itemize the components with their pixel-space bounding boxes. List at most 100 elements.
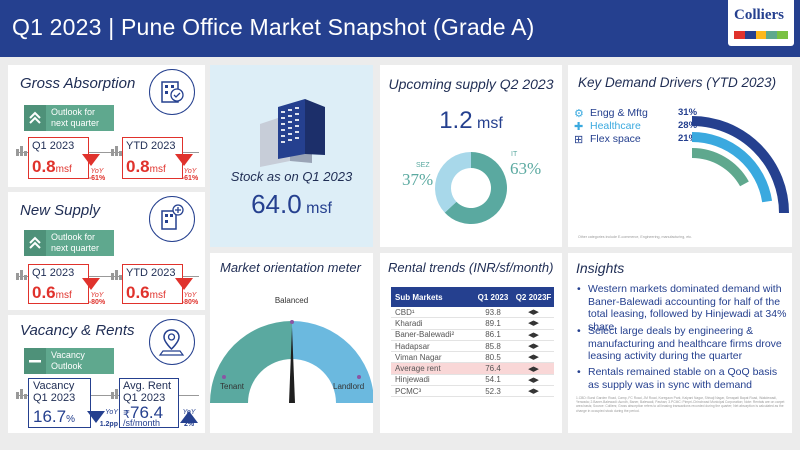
q1-label: Q1 2023: [32, 140, 75, 152]
ytd-supply-box: YTD 2023 0.6msf: [122, 264, 183, 304]
cell-forecast-arrows: ◀▶: [528, 388, 539, 396]
orientation-title: Market orientation meter: [220, 260, 361, 275]
city-skyline-icon: [111, 143, 123, 161]
ytd-yoy: YoY -80%: [181, 292, 199, 306]
new-supply-title: New Supply: [20, 202, 101, 219]
stock-label: Stock as on Q1 2023: [230, 169, 353, 184]
label-landlord: Landlord: [333, 382, 365, 391]
city-skyline-icon: [16, 267, 28, 285]
ytd-absorption-box: YTD 2023 0.8msf: [122, 137, 183, 179]
colliers-logo: Colliers: [728, 0, 794, 46]
cell-market: Baner-Balewadi²: [395, 330, 455, 340]
yoy-down-arrow-icon: [175, 278, 193, 290]
building-handshake-icon: [149, 69, 195, 115]
header-forecast: Q2 2023F: [515, 292, 552, 302]
table-row: CBD¹ 93.8 ◀▶: [391, 307, 554, 319]
rent-box: Avg. Rent Q1 2023 ₹76.4 /sf/month: [119, 378, 179, 428]
building-plus-icon: [149, 196, 195, 242]
sez-slice: [435, 152, 471, 213]
cell-q1: 54.1: [485, 375, 501, 385]
insight-point-2: Rentals remained stable on a QoQ basis a…: [577, 366, 788, 391]
gross-absorption-outlook: Outlook for next quarter: [24, 105, 114, 131]
vacancy-box: Vacancy Q1 2023 16.7%: [28, 378, 91, 428]
q1-yoy: YoY -61%: [88, 168, 106, 182]
double-chevron-up-icon: [24, 105, 46, 131]
label-balanced: Balanced: [274, 296, 309, 305]
dash-icon: [24, 348, 46, 374]
table-row: Baner-Balewadi² 86.1 ◀▶: [391, 330, 554, 341]
table-row: Hadapsar 85.8 ◀▶: [391, 341, 554, 353]
demand-footnote: Other categories include E-commerce, Eng…: [578, 235, 693, 239]
stock-panel: Stock as on Q1 2023 64.0 msf: [210, 65, 373, 247]
cell-q1: 85.8: [485, 341, 501, 351]
driver-value-2: 21%: [678, 133, 698, 144]
rental-trends-table: Sub Markets Q1 2023 Q2 2023F CBD¹ 93.8 ◀▶ K…: [391, 287, 554, 398]
upcoming-supply-value: 1.2 msf: [439, 107, 503, 134]
table-row: PCMC³ 52.3 ◀▶: [391, 386, 554, 398]
it-slice: [444, 152, 507, 224]
yoy-down-arrow-icon: [87, 411, 105, 423]
cell-q1: 76.4: [485, 364, 501, 374]
logo-color-bars: [734, 31, 788, 39]
q1-value: 0.6msf: [32, 283, 72, 302]
vacancy-label: Vacancy: [33, 380, 75, 392]
header-q1: Q1 2023: [477, 292, 509, 302]
gross-absorption-panel: Gross Absorption Outlook for next quarte…: [8, 65, 205, 187]
ytd-value: 0.6msf: [126, 283, 166, 302]
outlook-label: Outlook for next quarter: [51, 232, 100, 253]
driver-label-1: Healthcare: [590, 120, 641, 132]
demand-drivers-title: Key Demand Drivers (YTD 2023): [578, 75, 777, 90]
demand-drivers-panel: Key Demand Drivers (YTD 2023) ⚙ Engg & M…: [568, 65, 792, 247]
divider-line: [16, 152, 199, 153]
cell-forecast-arrows: ◀▶: [528, 365, 539, 373]
yoy-down-arrow-icon: [82, 154, 100, 166]
cell-forecast-arrows: ◀▶: [528, 320, 539, 328]
it-label: IT: [511, 151, 518, 158]
ytd-label: YTD 2023: [126, 267, 176, 279]
label-tenant: Tenant: [220, 382, 245, 391]
double-chevron-up-icon: [24, 230, 46, 256]
arc-engg-mftg: [692, 116, 789, 214]
gauge-tenant-arc: [210, 321, 292, 403]
new-supply-outlook: Outlook for next quarter: [24, 230, 114, 256]
new-supply-panel: New Supply Outlook for next quarter Q1 2…: [8, 192, 205, 310]
cell-market: Hadapsar: [395, 341, 430, 351]
rent-yoy: YoY 2%: [182, 409, 196, 428]
stock-value: 64.0 msf: [251, 189, 332, 219]
rent-period: Q1 2023: [123, 392, 166, 404]
outlook-label: Vacancy Outlook: [51, 350, 85, 371]
q1-label: Q1 2023: [32, 267, 75, 279]
sez-label: SEZ: [416, 162, 430, 169]
demand-arc-chart: [692, 116, 789, 214]
rent-unit: /sf/month: [123, 418, 161, 428]
cell-forecast-arrows: ◀▶: [528, 376, 539, 384]
driver-value-0: 31%: [678, 107, 698, 118]
orientation-panel: Market orientation meter Balanced Tenant…: [210, 253, 373, 433]
outlook-label: Outlook for next quarter: [51, 107, 100, 128]
vacancy-period: Q1 2023: [33, 392, 76, 404]
table-row: Hinjewadi 54.1 ◀▶: [391, 375, 554, 387]
upcoming-supply-panel: Upcoming supply Q2 2023 1.2 msf SEZ 37% …: [380, 65, 562, 247]
city-skyline-icon: [16, 386, 28, 404]
table-row: Average rent 76.4 ◀▶: [391, 363, 554, 375]
table-row: Kharadi 89.1 ◀▶: [391, 318, 554, 330]
cowork-icon: ⊞: [574, 134, 584, 146]
cell-q1: 80.5: [485, 352, 501, 362]
vacancy-outlook: Vacancy Outlook: [24, 348, 114, 374]
arc-flex-space: [692, 148, 749, 187]
supply-donut-chart: [435, 152, 507, 224]
it-value: 63%: [510, 159, 542, 178]
ytd-yoy: YoY -61%: [181, 168, 199, 182]
insight-point-0: Western markets dominated demand with Ba…: [577, 283, 788, 333]
divider-line: [16, 395, 199, 396]
yoy-down-arrow-icon: [175, 154, 193, 166]
location-pin-icon: [149, 319, 195, 365]
cell-q1: 52.3: [485, 386, 501, 396]
cell-market: CBD¹: [395, 307, 415, 317]
rental-trends-title: Rental trends (INR/sf/month): [388, 260, 554, 275]
vacancy-value: 16.7%: [33, 407, 75, 426]
vacancy-yoy: YoY 1.2pp: [99, 409, 118, 428]
cell-q1: 93.8: [485, 307, 501, 317]
logo-text: Colliers: [734, 7, 784, 23]
ytd-value: 0.8msf: [126, 157, 166, 176]
